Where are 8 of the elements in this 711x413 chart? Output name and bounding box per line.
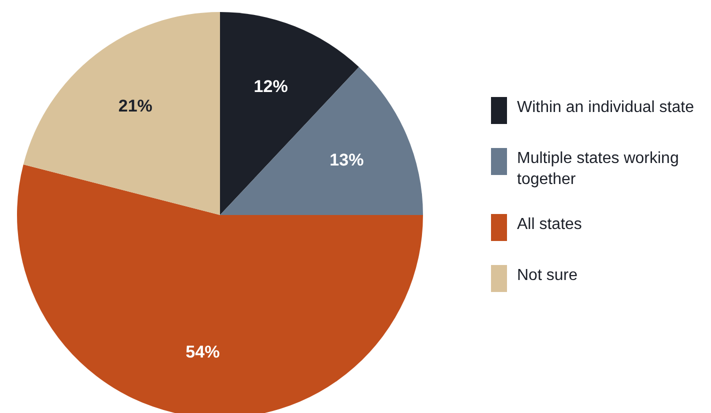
legend-label: Within an individual state <box>517 98 695 118</box>
legend-label: All states <box>517 215 583 235</box>
data-label: 12% <box>254 77 288 96</box>
data-label: 13% <box>330 150 364 170</box>
legend-label: Multiple states working together <box>517 149 680 190</box>
data-label: 54% <box>186 342 220 362</box>
legend-label: Not sure <box>517 266 578 286</box>
data-label: 21% <box>118 96 152 116</box>
